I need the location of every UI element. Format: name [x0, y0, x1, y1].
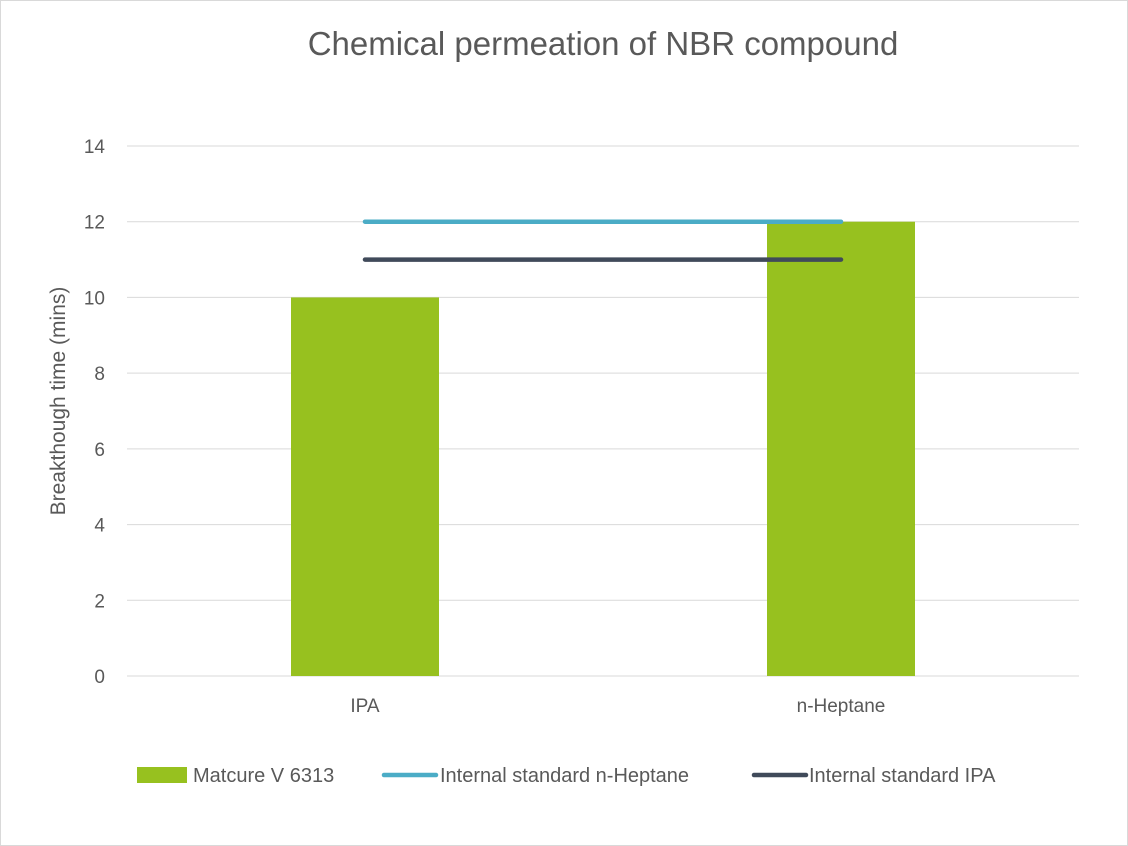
y-axis-title: Breakthough time (mins) [47, 287, 70, 516]
y-tick-label: 4 [94, 516, 105, 537]
y-tick-label: 0 [94, 667, 105, 688]
series-lines [362, 219, 844, 262]
x-tick-label: IPA [350, 696, 380, 717]
legend-label: Matcure V 6313 [193, 765, 334, 787]
x-tick-labels: IPA n-Heptane [350, 696, 885, 717]
y-tick-label: 6 [94, 440, 105, 461]
bars [291, 221, 915, 676]
chart-title: Chemical permeation of NBR compound [308, 25, 899, 62]
y-tick-label: 14 [84, 137, 106, 158]
y-tick-label: 8 [94, 364, 105, 385]
legend-swatch [137, 767, 187, 783]
y-tick-label: 12 [84, 213, 105, 234]
x-tick-label: n-Heptane [797, 696, 886, 717]
legend: Matcure V 6313 Internal standard n-Heptan… [137, 765, 996, 787]
bar [767, 221, 915, 676]
gridlines [127, 145, 1079, 677]
y-tick-label: 2 [94, 591, 105, 612]
legend-label: Internal standard IPA [809, 765, 996, 787]
legend-label: Internal standard n-Heptane [440, 765, 689, 787]
y-tick-label: 10 [84, 288, 105, 309]
bar [291, 297, 439, 676]
y-tick-labels: 0 2 4 6 8 10 12 14 [84, 137, 106, 688]
